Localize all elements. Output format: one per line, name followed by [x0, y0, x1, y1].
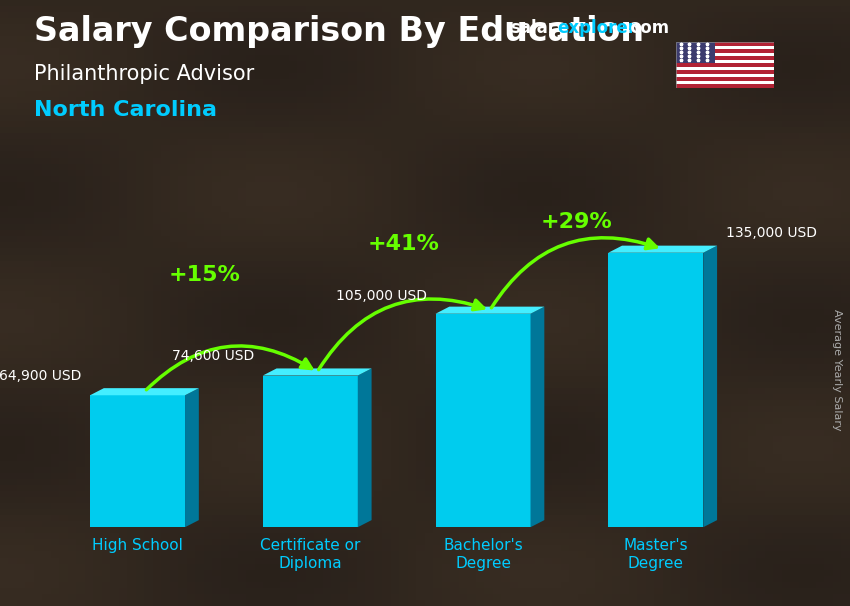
Bar — [676, 78, 774, 81]
Polygon shape — [435, 307, 544, 314]
Text: Philanthropic Advisor: Philanthropic Advisor — [34, 64, 254, 84]
Bar — [676, 67, 774, 70]
Bar — [676, 60, 774, 64]
Bar — [676, 64, 774, 67]
Polygon shape — [609, 245, 717, 253]
Bar — [676, 53, 774, 56]
Text: 64,900 USD: 64,900 USD — [0, 368, 82, 382]
Text: 74,600 USD: 74,600 USD — [172, 349, 254, 363]
Polygon shape — [703, 245, 717, 527]
Polygon shape — [263, 368, 371, 376]
Text: +15%: +15% — [169, 265, 241, 285]
Bar — [676, 50, 774, 53]
Text: 105,000 USD: 105,000 USD — [336, 288, 427, 303]
Text: salary: salary — [510, 19, 567, 38]
Bar — [676, 81, 774, 84]
FancyArrowPatch shape — [146, 346, 311, 390]
Polygon shape — [90, 388, 199, 395]
Bar — [676, 42, 715, 64]
Text: Average Yearly Salary: Average Yearly Salary — [832, 309, 842, 430]
Text: .com: .com — [625, 19, 670, 38]
Polygon shape — [609, 253, 703, 527]
Bar — [676, 74, 774, 78]
Polygon shape — [435, 314, 530, 527]
Polygon shape — [90, 395, 185, 527]
Bar — [676, 84, 774, 88]
FancyArrowPatch shape — [491, 238, 656, 308]
Polygon shape — [263, 376, 358, 527]
Bar — [676, 46, 774, 50]
Text: North Carolina: North Carolina — [34, 100, 217, 120]
Polygon shape — [530, 307, 544, 527]
Text: 135,000 USD: 135,000 USD — [726, 226, 817, 240]
FancyArrowPatch shape — [319, 299, 484, 370]
Polygon shape — [185, 388, 199, 527]
Text: +29%: +29% — [541, 211, 612, 231]
Text: explorer: explorer — [557, 19, 636, 38]
Text: Salary Comparison By Education: Salary Comparison By Education — [34, 15, 644, 48]
Bar — [676, 56, 774, 60]
Bar — [676, 70, 774, 74]
Bar — [676, 42, 774, 46]
Text: +41%: +41% — [367, 233, 439, 254]
Polygon shape — [358, 368, 371, 527]
